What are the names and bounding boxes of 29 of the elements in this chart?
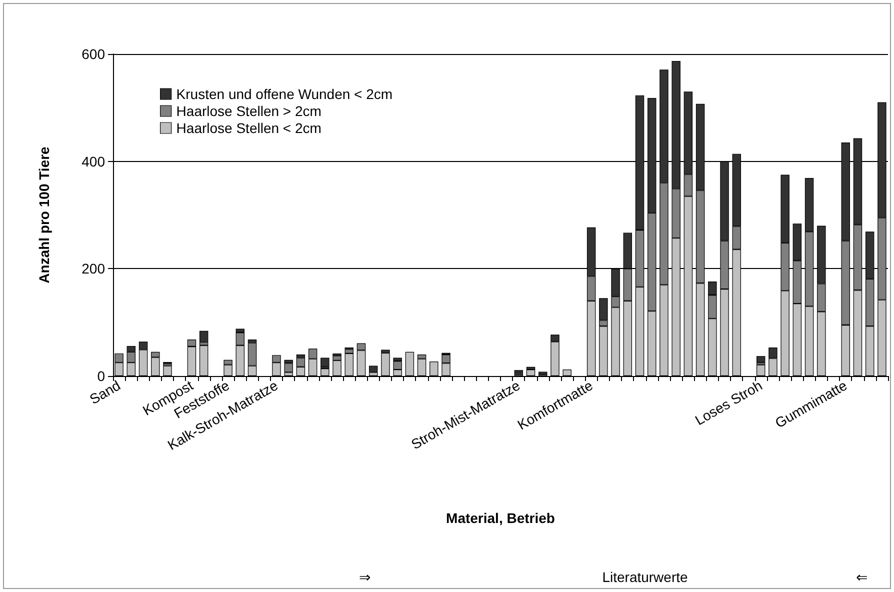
bar [199,345,208,376]
bar [368,366,378,372]
bar [417,358,426,376]
y-tick-label: 400 [82,153,106,170]
y-axis-title: Anzahl pro 100 Tiere [36,146,52,284]
legend-label: Haarlose Stellen > 2cm [176,103,322,119]
bar [538,372,548,374]
bar [756,356,766,363]
x-axis-title: Material, Betrieb [446,510,555,526]
bar [199,330,208,342]
bar [514,370,524,373]
bar [562,370,572,376]
bar [405,352,414,376]
legend-label: Haarlose Stellen < 2cm [176,120,322,136]
bar [344,353,354,376]
bar [756,364,766,376]
text: Literaturwerte [602,569,688,585]
text: ⇐ [856,569,868,585]
text: ⇒ [359,569,371,585]
bar [430,362,438,376]
bar [284,363,293,372]
y-tick-label: 200 [82,260,106,277]
y-tick-label: 600 [82,46,106,62]
bar [526,370,536,376]
x-tick-label: Loses Stroh [692,377,765,428]
bar [381,352,390,376]
bar [163,366,172,376]
y-tick-label: 0 [97,368,106,384]
legend-label: Krusten und offene Wunden < 2cm [176,86,393,102]
